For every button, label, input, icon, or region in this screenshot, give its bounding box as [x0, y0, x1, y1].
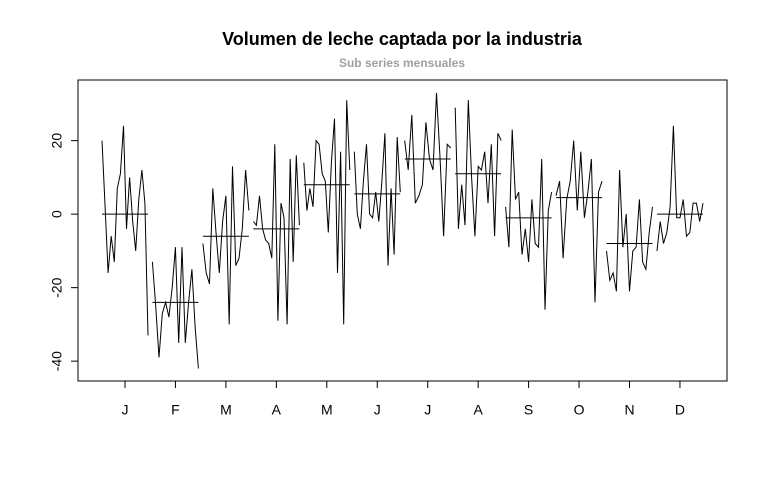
sub-series — [253, 144, 300, 325]
y-tick-label: 20 — [49, 133, 65, 149]
x-tick-label: D — [675, 402, 685, 418]
sub-series — [606, 169, 653, 292]
sub-series — [454, 100, 502, 237]
y-tick-label: -40 — [49, 351, 65, 371]
sub-series — [202, 166, 250, 325]
x-tick-label: N — [624, 402, 634, 418]
y-tick-label: -20 — [49, 277, 65, 297]
sub-series — [101, 125, 149, 336]
sub-series — [555, 140, 603, 303]
chart-title: Volumen de leche captada por la industri… — [222, 29, 583, 49]
plot-frame — [77, 79, 728, 382]
sub-series — [505, 129, 553, 310]
sub-series — [303, 100, 351, 325]
x-tick-label: F — [171, 402, 180, 418]
x-tick-label: M — [220, 402, 232, 418]
y-tick-label: 0 — [49, 210, 65, 218]
x-tick-label: S — [524, 402, 533, 418]
x-tick-label: O — [574, 402, 585, 418]
x-tick-label: J — [122, 402, 129, 418]
x-tick-label: A — [473, 402, 483, 418]
x-tick-label: A — [272, 402, 282, 418]
sub-series — [404, 92, 452, 237]
x-tick-label: J — [424, 402, 431, 418]
sub-series — [353, 133, 401, 266]
x-tick-label: M — [321, 402, 333, 418]
sub-series — [656, 125, 704, 251]
chart-subtitle: Sub series mensuales — [339, 56, 465, 70]
x-tick-label: J — [374, 402, 381, 418]
sub-series — [151, 247, 199, 369]
